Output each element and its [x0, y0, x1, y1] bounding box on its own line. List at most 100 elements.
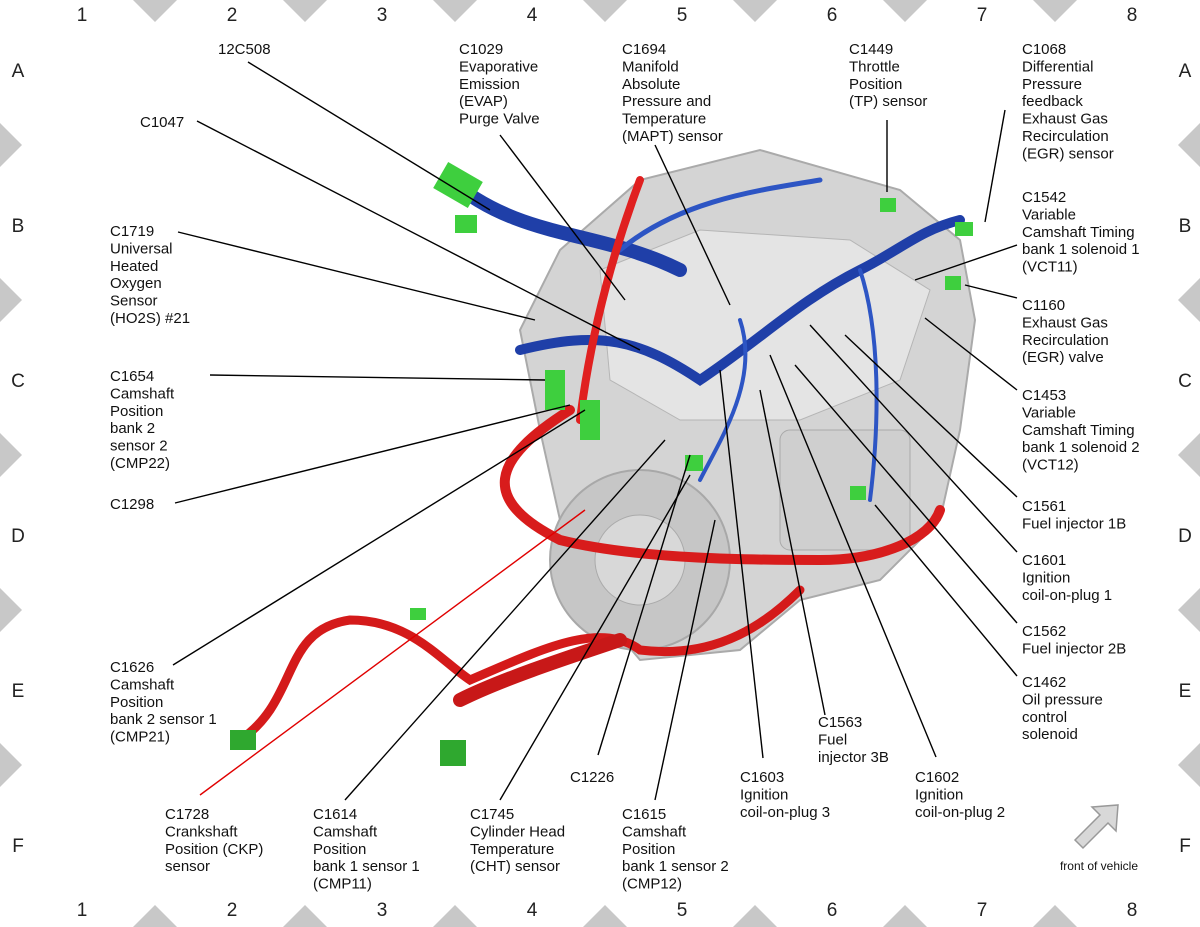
column-label: 5: [677, 900, 688, 921]
label-line: (CHT) sensor: [470, 858, 560, 875]
label-line: sensor: [165, 858, 210, 875]
label-line: coil-on-plug 3: [740, 804, 830, 821]
label-line: Pressure: [1022, 76, 1082, 93]
label-line: Position (CKP): [165, 841, 263, 858]
label-line: Oxygen: [110, 275, 162, 292]
edge-marker: [133, 0, 177, 22]
label-line: 12C508: [218, 41, 271, 58]
edge-marker: [1178, 278, 1200, 322]
label-line: Fuel injector 2B: [1022, 640, 1126, 657]
label-line: Ignition: [915, 786, 963, 803]
edge-marker: [1033, 905, 1077, 927]
connector-label: C1563 Fuel injector 3B: [818, 714, 889, 766]
label-line: Camshaft: [110, 385, 175, 402]
label-line: Position: [110, 694, 163, 711]
edge-marker: [0, 123, 22, 167]
label-line: sensor 2: [110, 438, 168, 455]
row-label: F: [1179, 836, 1191, 857]
leader-line: [196, 120, 641, 351]
label-line: C1719: [110, 223, 154, 240]
label-line: (VCT11): [1022, 259, 1078, 276]
column-label: 3: [377, 900, 388, 921]
label-line: Camshaft: [622, 823, 687, 840]
label-line: Variable: [1022, 404, 1076, 421]
label-line: (EGR) sensor: [1022, 145, 1114, 162]
label-line: (VCT12): [1022, 457, 1079, 474]
column-label: 4: [527, 5, 538, 26]
connector-label: C1562 Fuel injector 2B: [1022, 623, 1126, 657]
label-line: Ignition: [1022, 569, 1070, 586]
column-label: 2: [227, 5, 238, 26]
row-label: A: [1179, 61, 1192, 82]
label-line: Differential: [1022, 58, 1093, 75]
label-line: control: [1022, 709, 1067, 726]
row-label: C: [1178, 371, 1192, 392]
label-line: Manifold: [622, 58, 679, 75]
label-line: C1029: [459, 41, 503, 58]
row-label: B: [1179, 216, 1192, 237]
leader-line: [914, 244, 1018, 281]
label-line: Camshaft Timing: [1022, 422, 1135, 439]
label-line: C1542: [1022, 189, 1066, 206]
label-line: Cylinder Head: [470, 823, 565, 840]
label-line: C1602: [915, 769, 959, 786]
label-line: (EGR) valve: [1022, 349, 1104, 366]
label-line: Oil pressure: [1022, 691, 1103, 708]
label-line: Position: [110, 403, 163, 420]
label-line: bank 1 sensor 1: [313, 858, 420, 875]
connector-label: C1298: [110, 496, 154, 513]
label-line: (CMP21): [110, 729, 170, 746]
connector-label: C1626 Camshaft Position bank 2 sensor 1 (CMP…: [110, 659, 217, 746]
row-label: B: [12, 216, 25, 237]
label-line: coil-on-plug 2: [915, 804, 1005, 821]
leader-line: [924, 317, 1018, 391]
edge-marker: [0, 743, 22, 787]
row-label: D: [1178, 526, 1192, 547]
leader-line: [177, 231, 536, 321]
leader-line: [719, 369, 764, 759]
label-line: Recirculation: [1022, 128, 1109, 145]
column-label: 2: [227, 900, 238, 921]
label-line: bank 2 sensor 1: [110, 711, 217, 728]
label-line: C1563: [818, 714, 862, 731]
label-line: C1298: [110, 496, 154, 513]
label-line: C1561: [1022, 498, 1066, 515]
label-line: Fuel injector 1B: [1022, 515, 1126, 532]
label-line: Purge Valve: [459, 111, 540, 128]
connector-label: C1745 Cylinder Head Temperature (CHT) senso…: [470, 806, 565, 875]
column-label: 6: [827, 5, 838, 26]
leader-line: [344, 439, 666, 801]
label-line: Variable: [1022, 206, 1076, 223]
label-line: Position: [313, 841, 366, 858]
row-label: D: [11, 526, 25, 547]
edge-marker: [733, 0, 777, 22]
label-line: Throttle: [849, 58, 900, 75]
column-label: 7: [977, 5, 988, 26]
connector-label: C1615 Camshaft Position bank 1 sensor 2 (CMP…: [622, 806, 729, 893]
connector-label: 12C508: [218, 41, 271, 58]
label-line: Camshaft: [110, 676, 175, 693]
label-line: Temperature: [470, 841, 554, 858]
row-label: C: [11, 371, 25, 392]
leader-line: [209, 374, 546, 381]
label-line: bank 1 sensor 2: [622, 858, 729, 875]
label-line: Universal: [110, 240, 173, 257]
label-line: Pressure and: [622, 93, 711, 110]
column-label: 8: [1127, 900, 1138, 921]
label-line: (HO2S) #21: [110, 310, 190, 327]
label-line: C1047: [140, 114, 184, 131]
label-line: bank 1 solenoid 2: [1022, 439, 1140, 456]
edge-marker: [433, 905, 477, 927]
edge-marker: [0, 433, 22, 477]
leader-line: [769, 354, 937, 758]
edge-marker: [283, 0, 327, 22]
edge-marker: [1178, 433, 1200, 477]
leader-line: [874, 504, 1018, 677]
label-line: C1462: [1022, 674, 1066, 691]
leader-line: [174, 404, 571, 504]
label-line: C1603: [740, 769, 784, 786]
orientation-note: front of vehicle: [1060, 859, 1138, 873]
connector-label: C1654 Camshaft Position bank 2 sensor 2 (CMP2…: [110, 368, 175, 472]
label-line: Emission: [459, 76, 520, 93]
leader-line: [499, 474, 691, 801]
